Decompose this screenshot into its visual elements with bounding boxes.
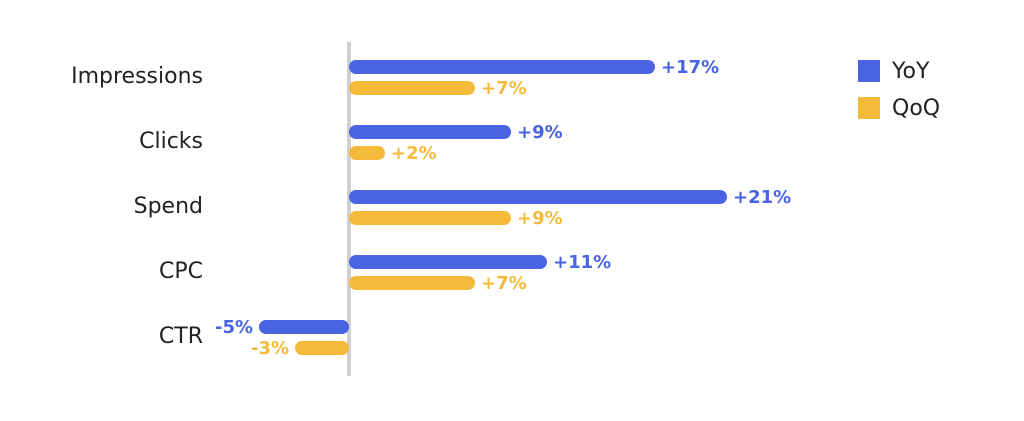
bar — [259, 320, 349, 334]
bar — [349, 276, 475, 290]
bar — [349, 190, 727, 204]
category-label: CTR — [159, 324, 203, 349]
legend-label: YoY — [891, 59, 930, 84]
bar — [349, 60, 655, 74]
value-label: -5% — [215, 317, 253, 338]
value-label: +9% — [517, 122, 563, 143]
bar — [349, 211, 511, 225]
legend-label: QoQ — [892, 96, 940, 121]
value-label: +17% — [661, 57, 719, 78]
value-label: +2% — [391, 143, 437, 164]
legend-swatch — [858, 97, 880, 119]
category-label: Clicks — [139, 129, 203, 154]
bar — [349, 255, 547, 269]
value-label: -3% — [251, 338, 289, 359]
value-label: +7% — [481, 78, 527, 99]
value-label: +7% — [481, 273, 527, 294]
category-label: Spend — [134, 194, 203, 219]
legend-swatch — [858, 60, 880, 82]
bar — [295, 341, 349, 355]
value-label: +21% — [733, 187, 791, 208]
category-label: Impressions — [71, 64, 203, 89]
value-label: +11% — [553, 252, 611, 273]
bar — [349, 81, 475, 95]
value-label: +9% — [517, 208, 563, 229]
bar — [349, 146, 385, 160]
bar — [349, 125, 511, 139]
category-label: CPC — [159, 259, 203, 284]
